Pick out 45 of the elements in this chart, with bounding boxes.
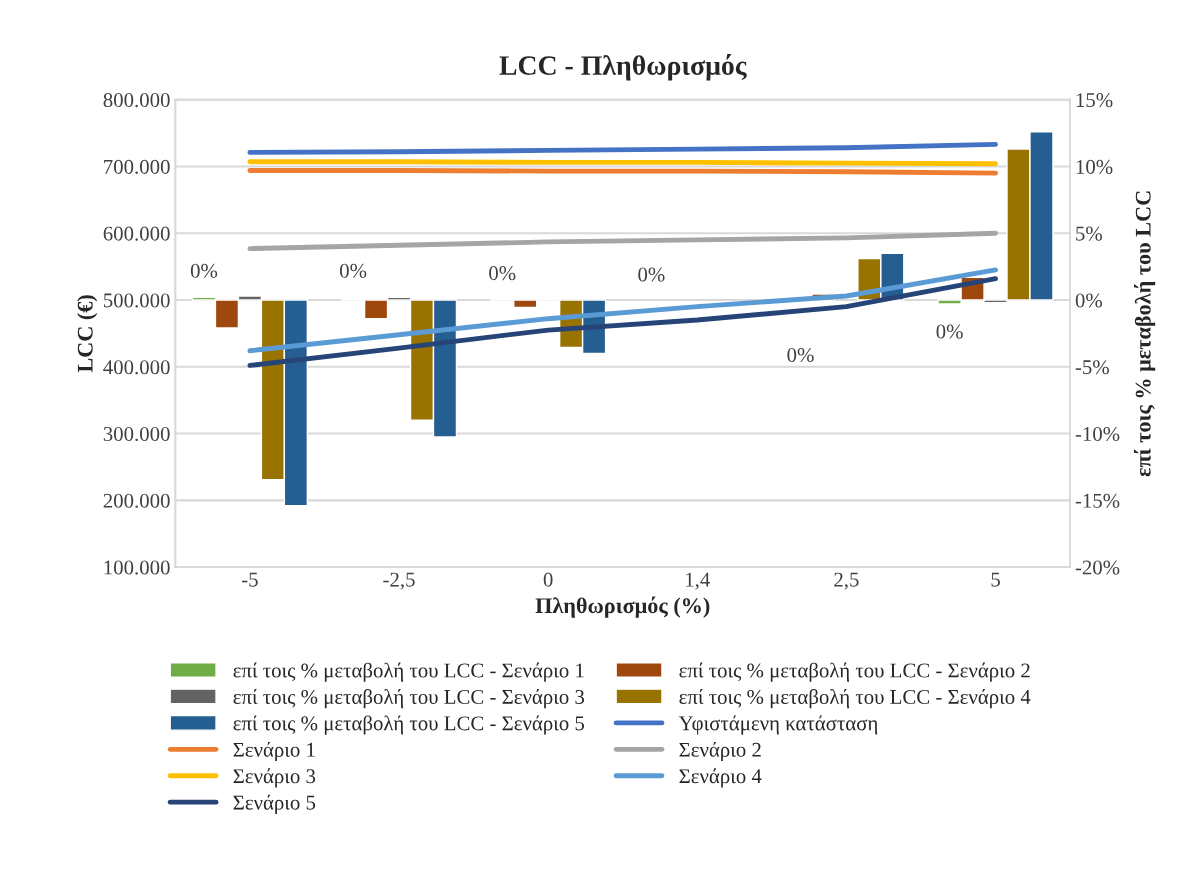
y2-tick-label: 10% [1076, 159, 1113, 174]
legend-label: Σενάριο 1 [233, 741, 315, 762]
y-tick-label: 500.000 [103, 293, 170, 308]
y-tick-label: 800.000 [103, 93, 170, 108]
y2-tick-label: 15% [1076, 93, 1113, 108]
chart-title: LCC - Πληθωρισμός [499, 54, 747, 81]
y2-tick-label: -20% [1075, 560, 1120, 575]
legend-label: επί τοις % μεταβολή του LCC - Σενάριο 1 [233, 662, 584, 682]
y-tick-label: 400.000 [103, 360, 170, 375]
x-tick-label: 0 [543, 572, 553, 587]
y-tick-label: 600.000 [103, 226, 170, 241]
legend-label: Σενάριο 4 [679, 768, 762, 788]
x-tick-label: -2,5 [383, 572, 415, 590]
x-tick-label: 1,4 [686, 572, 710, 590]
line-series [247, 230, 998, 252]
y-tick-label: 200.000 [103, 493, 170, 508]
x-tick-label: 5 [991, 572, 1000, 587]
y2-tick-label: -5% [1075, 360, 1109, 375]
legend-label: Σενάριο 2 [679, 741, 761, 762]
annotation: 0% [787, 347, 814, 363]
annotation: 0% [489, 266, 516, 281]
y2-tick-label: 0% [1075, 293, 1103, 308]
y2-tick-label: -10% [1075, 426, 1120, 442]
annotation: 0% [190, 263, 218, 278]
legend-label: Σενάριο 3 [233, 768, 316, 788]
y-axis-title: LCC (€) [77, 295, 98, 373]
legend-label: επί τοις % μεταβολή του LCC - Σενάριο 4 [679, 689, 1031, 709]
legend-label: Σενάριο 5 [233, 794, 316, 814]
annotation: 0% [340, 263, 367, 278]
annotation: 0% [638, 267, 665, 282]
legend-label: Υφιστάμενη κατάσταση [678, 715, 878, 735]
y-tick-label: 700.000 [104, 159, 170, 174]
annotation: 0% [936, 324, 963, 339]
x-axis-title: Πληθωρισμός (%) [535, 596, 710, 618]
legend-label: επί τοις % μεταβολή του LCC - Σενάριο 5 [233, 715, 585, 735]
y-tick-label: 100.000 [104, 560, 170, 575]
y2-axis-title: επί τοις % μεταβολή του LCC [1133, 191, 1156, 477]
y2-tick-label: 5% [1076, 226, 1103, 241]
y2-tick-label: -15% [1075, 493, 1120, 508]
x-tick-label: 2,5 [834, 572, 859, 590]
legend-label: επί τοις % μεταβολή του LCC - Σενάριο 3 [233, 689, 585, 709]
line-series [247, 141, 998, 155]
y-tick-label: 300.000 [103, 426, 170, 442]
x-tick-label: -5 [242, 572, 258, 587]
legend-label: επί τοις % μεταβολή του LCC - Σενάριο 2 [679, 662, 1030, 682]
